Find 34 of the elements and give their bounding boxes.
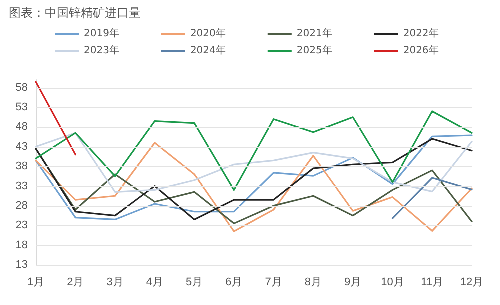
chart-title: 图表：中国锌精矿进口量 [9, 6, 141, 20]
x-tick-label: 1月 [27, 276, 45, 288]
y-tick-label: 23 [16, 220, 28, 232]
x-tick-label: 4月 [146, 276, 164, 288]
line-series [35, 142, 473, 232]
y-tick-label: 58 [16, 82, 28, 94]
legend-label: 2021年 [296, 28, 332, 40]
legend-label: 2019年 [84, 28, 120, 40]
x-tick-label: 8月 [304, 276, 322, 288]
y-tick-label: 13 [16, 259, 28, 271]
y-tick-label: 53 [16, 102, 28, 114]
line-series [35, 132, 473, 193]
x-tick-label: 2月 [67, 276, 84, 288]
x-tick-label: 10月 [381, 276, 404, 288]
y-tick-label: 48 [16, 121, 28, 134]
x-tick-label: 9月 [344, 276, 362, 288]
x-tick-label: 7月 [265, 276, 282, 288]
legend-label: 2025年 [296, 44, 332, 56]
legend-label: 2024年 [190, 44, 226, 56]
legend-label: 2026年 [403, 44, 439, 56]
y-tick-label: 28 [16, 200, 28, 212]
y-tick-label: 33 [16, 180, 28, 192]
x-tick-label: 12月 [460, 276, 484, 288]
legend-label: 2020年 [190, 28, 226, 40]
x-tick-label: 6月 [226, 276, 243, 288]
legend-label: 2022年 [403, 28, 439, 40]
legend-label: 2023年 [84, 44, 120, 56]
y-tick-label: 18 [16, 239, 28, 252]
x-tick-label: 11月 [421, 276, 444, 288]
y-tick-label: 43 [16, 140, 28, 153]
x-tick-label: 3月 [106, 276, 124, 288]
y-tick-label: 38 [16, 160, 28, 173]
line-series [35, 110, 473, 192]
x-tick-label: 5月 [186, 276, 204, 288]
